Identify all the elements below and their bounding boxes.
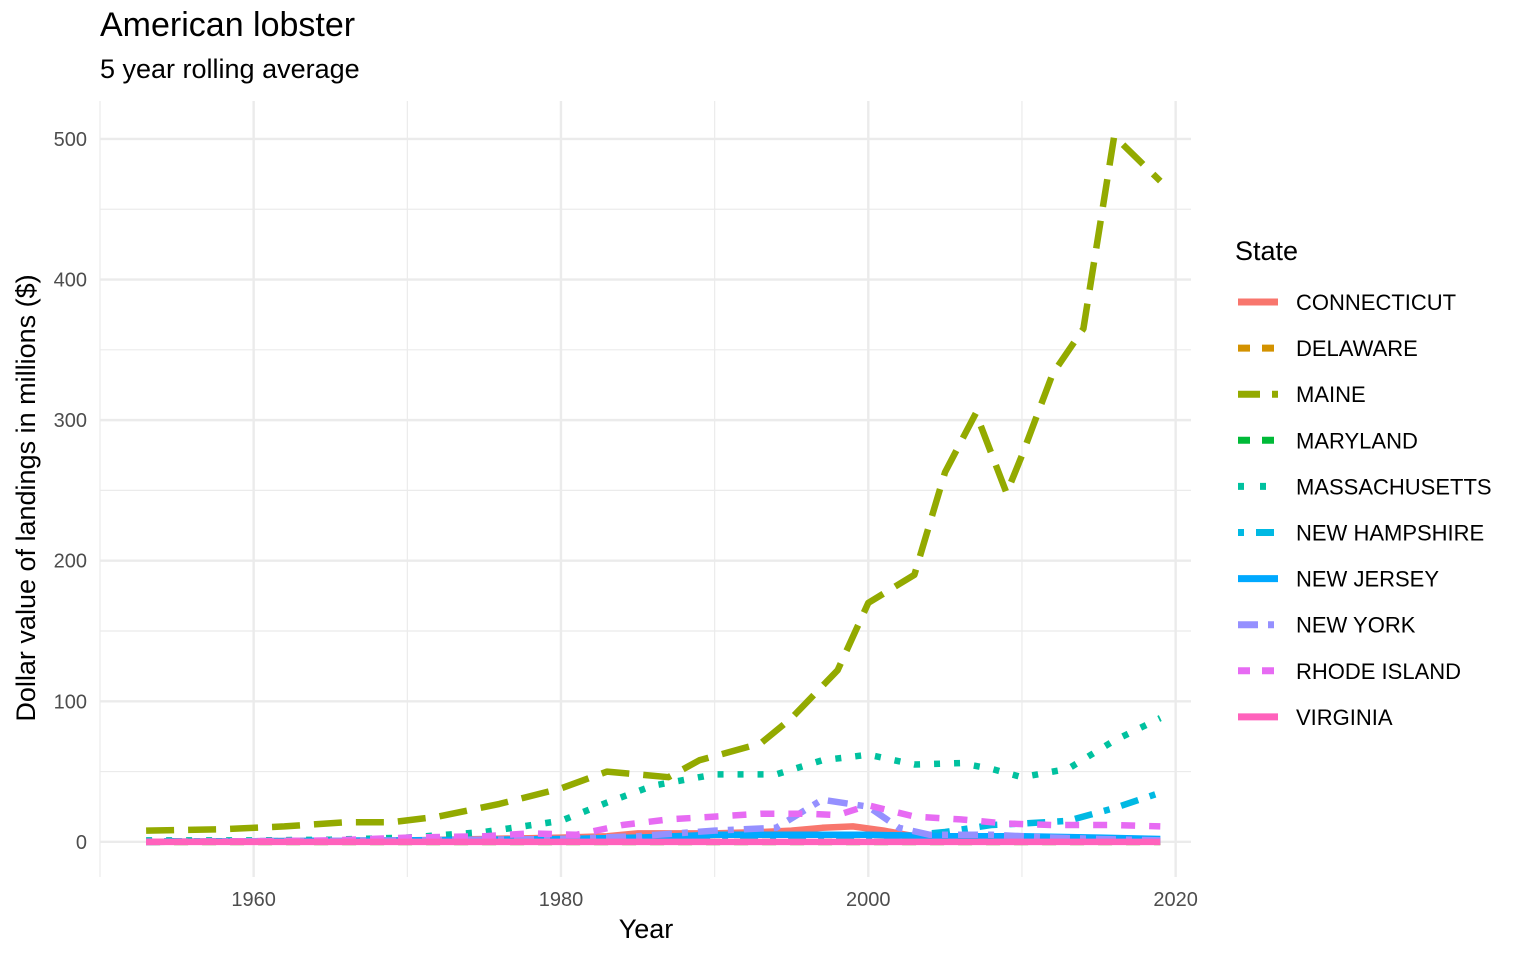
y-tick-label: 300 [54,410,87,432]
y-tick-label: 100 [54,691,87,713]
chart-subtitle: 5 year rolling average [100,54,360,84]
minor-gridlines [99,101,1191,877]
legend-label-maryland: MARYLAND [1296,428,1418,453]
x-axis-ticks: 1960 1980 2000 2020 [231,889,1197,911]
chart-title: American lobster [100,6,356,44]
x-tick-label: 2020 [1153,889,1198,911]
legend-label-delaware: DELAWARE [1296,336,1418,361]
legend-label-virginia: VIRGINIA [1296,705,1393,730]
legend-label-new-york: NEW YORK [1296,613,1416,638]
y-tick-label: 400 [54,270,87,292]
y-axis-ticks: 0 100 200 300 400 500 [54,129,87,854]
y-tick-label: 500 [54,129,87,151]
legend-label-new-hampshire: NEW HAMPSHIRE [1296,521,1484,546]
series-lines [146,132,1163,846]
x-tick-label: 1980 [539,889,584,911]
legend-label-connecticut: CONNECTICUT [1296,290,1456,315]
x-tick-label: 1960 [231,889,276,911]
legend-label-maine: MAINE [1296,382,1366,407]
x-axis-title: Year [619,914,674,944]
y-tick-label: 0 [76,832,87,854]
legend-title: State [1235,236,1298,266]
legend-label-rhode-island: RHODE ISLAND [1296,659,1461,684]
legend-label-massachusetts: MASSACHUSETTS [1296,474,1492,499]
legend-label-new-jersey: NEW JERSEY [1296,567,1439,592]
legend: CONNECTICUT DELAWARE MAINE MARYLAND MASSACHU… [1238,290,1492,730]
y-tick-label: 200 [54,551,87,573]
x-tick-label: 2000 [846,889,891,911]
y-axis-title: Dollar value of landings in millions ($) [11,274,41,721]
series-line-maine [146,132,1163,834]
major-gridlines [100,101,1191,877]
series-line-rhode-island [146,802,1161,846]
